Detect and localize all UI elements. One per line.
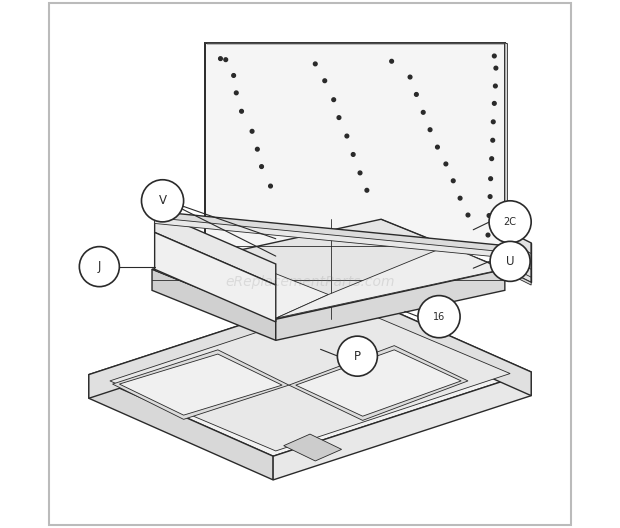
Polygon shape: [89, 290, 347, 398]
Circle shape: [491, 138, 495, 142]
Polygon shape: [89, 374, 273, 480]
Circle shape: [418, 296, 460, 338]
Polygon shape: [120, 354, 282, 415]
Circle shape: [436, 145, 440, 149]
Circle shape: [337, 116, 341, 119]
Polygon shape: [154, 232, 276, 322]
Circle shape: [337, 336, 378, 376]
Text: V: V: [159, 194, 167, 208]
Polygon shape: [205, 43, 508, 44]
Circle shape: [466, 213, 470, 217]
Circle shape: [415, 92, 419, 96]
Circle shape: [365, 188, 369, 192]
Polygon shape: [112, 350, 289, 419]
Circle shape: [489, 177, 492, 181]
Polygon shape: [152, 269, 276, 341]
Polygon shape: [154, 218, 505, 258]
Circle shape: [489, 201, 531, 243]
Circle shape: [232, 73, 236, 77]
Polygon shape: [110, 304, 510, 451]
Circle shape: [492, 120, 495, 124]
Polygon shape: [154, 232, 157, 269]
Text: P: P: [354, 350, 361, 363]
Polygon shape: [276, 246, 503, 318]
Polygon shape: [152, 219, 505, 319]
Polygon shape: [205, 43, 505, 253]
Circle shape: [408, 75, 412, 79]
Polygon shape: [154, 247, 329, 318]
Polygon shape: [296, 350, 461, 416]
Circle shape: [314, 62, 317, 65]
Circle shape: [250, 129, 254, 133]
Text: 16: 16: [433, 312, 445, 322]
Circle shape: [268, 184, 272, 188]
Polygon shape: [154, 211, 276, 285]
Circle shape: [492, 54, 496, 58]
Text: J: J: [98, 260, 101, 273]
Circle shape: [79, 247, 120, 287]
Circle shape: [458, 196, 462, 200]
Circle shape: [486, 233, 490, 237]
Circle shape: [345, 134, 348, 138]
Circle shape: [141, 180, 184, 222]
Polygon shape: [284, 434, 342, 461]
Circle shape: [358, 171, 362, 175]
Text: U: U: [506, 255, 515, 268]
Circle shape: [260, 165, 264, 168]
Circle shape: [224, 58, 228, 62]
Circle shape: [255, 147, 259, 151]
Polygon shape: [89, 290, 531, 456]
Circle shape: [323, 79, 327, 82]
Circle shape: [490, 241, 530, 281]
Circle shape: [240, 109, 244, 113]
Circle shape: [444, 162, 448, 166]
Polygon shape: [289, 346, 468, 420]
Circle shape: [352, 153, 355, 156]
Polygon shape: [273, 372, 531, 480]
Text: 2C: 2C: [503, 217, 516, 227]
Circle shape: [390, 60, 394, 63]
Polygon shape: [505, 43, 508, 254]
Polygon shape: [276, 269, 505, 341]
Polygon shape: [347, 290, 531, 395]
Circle shape: [492, 101, 496, 105]
Circle shape: [451, 179, 455, 183]
Circle shape: [494, 66, 498, 70]
Circle shape: [487, 214, 491, 218]
Circle shape: [234, 91, 238, 95]
Circle shape: [490, 157, 494, 161]
Polygon shape: [154, 211, 505, 253]
Circle shape: [422, 110, 425, 114]
Circle shape: [219, 57, 223, 61]
Circle shape: [428, 128, 432, 131]
Circle shape: [332, 98, 335, 101]
Text: eReplacementParts.com: eReplacementParts.com: [225, 276, 395, 289]
Polygon shape: [505, 269, 531, 285]
Polygon shape: [505, 230, 531, 282]
Circle shape: [494, 84, 497, 88]
Circle shape: [489, 195, 492, 199]
